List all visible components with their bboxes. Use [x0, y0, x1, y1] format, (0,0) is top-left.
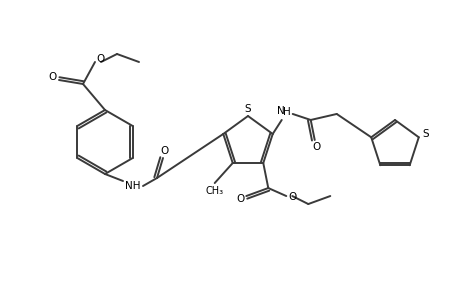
Text: O: O — [49, 72, 57, 82]
Text: S: S — [244, 104, 251, 114]
Text: O: O — [312, 142, 320, 152]
Text: O: O — [161, 146, 169, 156]
Text: CH₃: CH₃ — [205, 186, 223, 196]
Text: H: H — [282, 107, 290, 117]
Text: S: S — [421, 129, 428, 139]
Text: O: O — [97, 54, 105, 64]
Text: N: N — [276, 106, 284, 116]
Text: O: O — [235, 194, 244, 204]
Text: O: O — [287, 192, 296, 202]
Text: NH: NH — [125, 181, 140, 191]
